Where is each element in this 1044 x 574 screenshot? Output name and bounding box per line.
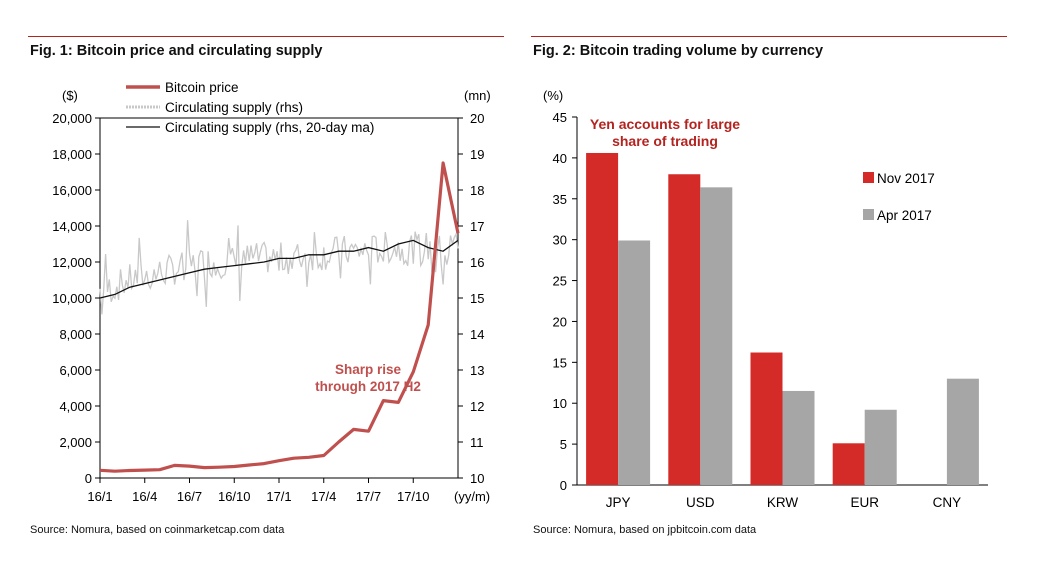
y-axis-tick-label: 40 bbox=[553, 151, 567, 166]
x-axis-tick-label: 17/7 bbox=[356, 489, 381, 504]
figure-1-rule bbox=[28, 36, 504, 37]
right-axis-tick-label: 13 bbox=[470, 363, 484, 378]
annotation-line-2: share of trading bbox=[612, 133, 718, 149]
bar-eur-apr-2017 bbox=[864, 409, 897, 485]
series-circulating-supply bbox=[99, 220, 459, 315]
right-axis-tick-label: 19 bbox=[470, 147, 484, 162]
right-axis-tick-label: 17 bbox=[470, 219, 484, 234]
right-axis-tick-label: 14 bbox=[470, 327, 484, 342]
y-axis-unit: (%) bbox=[543, 88, 563, 103]
bar-jpy-nov-2017 bbox=[586, 152, 619, 485]
left-axis-tick-label: 4,000 bbox=[59, 399, 92, 414]
figure-2-source: Source: Nomura, based on jpbitcoin.com d… bbox=[533, 524, 757, 536]
plot-area-frame bbox=[99, 117, 459, 479]
x-axis-category-label: CNY bbox=[933, 495, 962, 510]
left-axis-tick-label: 6,000 bbox=[59, 363, 92, 378]
legend-entry: Bitcoin price bbox=[165, 80, 239, 95]
y-axis-tick-label: 0 bbox=[560, 478, 567, 493]
right-axis-unit: (mn) bbox=[464, 88, 491, 103]
x-axis-category-label: JPY bbox=[606, 495, 631, 510]
x-axis-category-label: EUR bbox=[850, 495, 879, 510]
legend-entry: Circulating supply (rhs) bbox=[165, 100, 303, 115]
left-axis-unit: ($) bbox=[62, 88, 78, 103]
left-axis-tick-label: 10,000 bbox=[52, 291, 92, 306]
bar-eur-nov-2017 bbox=[832, 443, 865, 485]
right-axis-tick-label: 11 bbox=[470, 435, 484, 450]
figure-1-chart: 0 2,000 4,000 6,000 8,000 10,000 12,000 14,000 1… bbox=[52, 80, 491, 504]
legend-entry: Nov 2017 bbox=[877, 171, 935, 186]
series-circulating-supply-ma bbox=[99, 239, 459, 299]
bar-jpy-apr-2017 bbox=[618, 240, 651, 485]
bar-usd-apr-2017 bbox=[700, 187, 733, 485]
bar-krw-nov-2017 bbox=[750, 352, 783, 485]
figure-2-rule bbox=[531, 36, 1007, 37]
left-axis-tick-label: 2,000 bbox=[59, 435, 92, 450]
y-axis-tick-label: 15 bbox=[553, 355, 567, 370]
legend-entry: Circulating supply (rhs, 20-day ma) bbox=[165, 120, 374, 135]
y-axis-tick-label: 25 bbox=[553, 274, 567, 289]
x-axis-tick-label: 17/1 bbox=[266, 489, 291, 504]
right-axis-tick-label: 12 bbox=[470, 399, 484, 414]
right-axis-tick-label: 16 bbox=[470, 255, 484, 270]
x-axis-category-label: KRW bbox=[767, 495, 799, 510]
right-axis-tick-label: 15 bbox=[470, 291, 484, 306]
figure-2-title: Fig. 2: Bitcoin trading volume by curren… bbox=[533, 43, 824, 59]
left-axis-tick-label: 0 bbox=[85, 471, 92, 486]
y-axis-tick-label: 20 bbox=[553, 314, 567, 329]
bar-cny-apr-2017 bbox=[946, 378, 979, 485]
y-axis-tick-label: 10 bbox=[553, 396, 567, 411]
right-axis-tick-label: 18 bbox=[470, 183, 484, 198]
left-axis-tick-label: 18,000 bbox=[52, 147, 92, 162]
left-axis-tick-label: 8,000 bbox=[59, 327, 92, 342]
bar-usd-nov-2017 bbox=[668, 174, 701, 485]
figure-2-chart: (%) 0 5 10 15 20 25 30 35 40 45 JPY USD KRW EUR CNY Nov … bbox=[543, 88, 988, 510]
x-axis-tick-label: 16/7 bbox=[177, 489, 202, 504]
annotation-line-1: Sharp rise bbox=[335, 362, 402, 377]
x-axis-tick-label: 17/10 bbox=[397, 489, 430, 504]
legend-entry: Apr 2017 bbox=[877, 208, 932, 223]
x-axis-unit: (yy/m) bbox=[454, 489, 490, 504]
series-bitcoin-price bbox=[99, 161, 460, 473]
x-axis-category-label: USD bbox=[686, 495, 715, 510]
right-axis-tick-label: 10 bbox=[470, 471, 484, 486]
figure-1-source: Source: Nomura, based on coinmarketcap.c… bbox=[30, 524, 285, 536]
x-axis-tick-label: 16/10 bbox=[218, 489, 251, 504]
y-axis-tick-label: 30 bbox=[553, 233, 567, 248]
figure-1-title: Fig. 1: Bitcoin price and circulating su… bbox=[30, 43, 323, 59]
right-axis-tick-label: 20 bbox=[470, 111, 484, 126]
annotation-line-1: Yen accounts for large bbox=[590, 116, 740, 132]
left-axis-tick-label: 20,000 bbox=[52, 111, 92, 126]
legend-swatch bbox=[863, 209, 874, 220]
left-axis-tick-label: 14,000 bbox=[52, 219, 92, 234]
left-axis-tick-label: 16,000 bbox=[52, 183, 92, 198]
y-axis-tick-label: 35 bbox=[553, 192, 567, 207]
x-axis-tick-label: 17/4 bbox=[311, 489, 336, 504]
bar-krw-apr-2017 bbox=[782, 390, 815, 485]
x-axis-tick-label: 16/1 bbox=[87, 489, 112, 504]
annotation-line-2: through 2017 H2 bbox=[315, 379, 421, 394]
y-axis-tick-label: 45 bbox=[553, 110, 567, 125]
left-axis-tick-label: 12,000 bbox=[52, 255, 92, 270]
legend-swatch bbox=[863, 172, 874, 183]
y-axis-tick-label: 5 bbox=[560, 437, 567, 452]
x-axis-tick-label: 16/4 bbox=[132, 489, 157, 504]
